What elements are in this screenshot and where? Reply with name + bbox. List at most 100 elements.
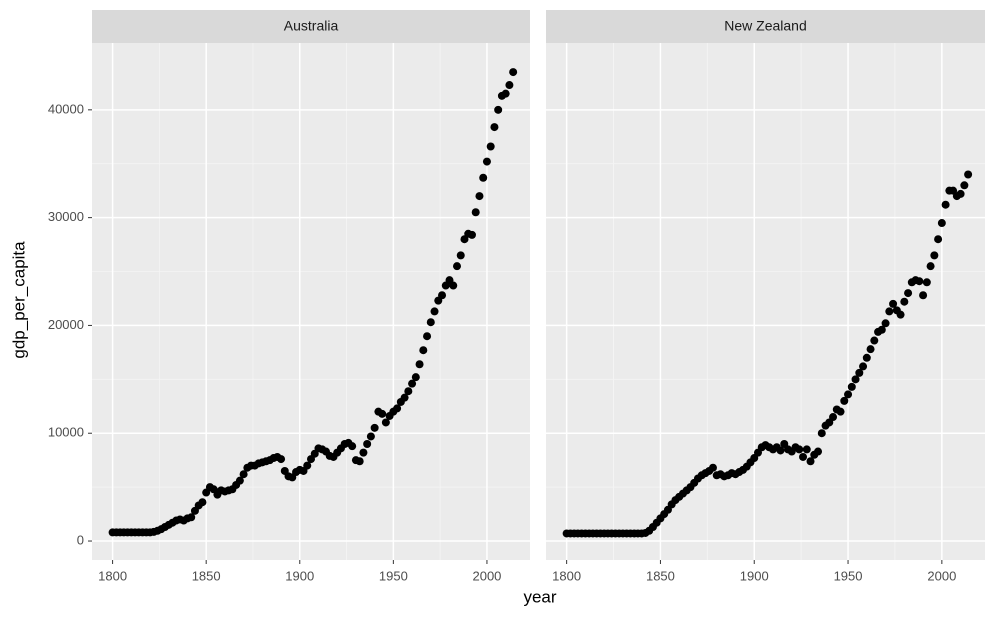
y-tick-label: 10000: [48, 425, 84, 440]
point: [885, 307, 894, 316]
point: [415, 360, 424, 369]
point: [851, 375, 860, 384]
point: [889, 299, 898, 308]
point: [806, 457, 815, 466]
x-tick-label: 1850: [646, 568, 675, 583]
point: [303, 461, 312, 470]
point: [859, 362, 868, 371]
point: [494, 105, 503, 114]
point: [411, 373, 420, 382]
x-tick-label: 2000: [472, 568, 501, 583]
x-tick-label: 1850: [192, 568, 221, 583]
point: [400, 393, 409, 402]
y-tick-label: 30000: [48, 209, 84, 224]
point: [900, 297, 909, 306]
point: [881, 319, 890, 328]
point: [862, 353, 871, 362]
x-tick-label: 1950: [834, 568, 863, 583]
point: [960, 181, 969, 190]
point: [235, 476, 244, 485]
panel: [92, 43, 530, 560]
point: [919, 291, 928, 300]
point: [453, 262, 461, 271]
point: [370, 423, 379, 432]
point: [430, 307, 439, 316]
strip: [546, 10, 985, 43]
point: [915, 277, 924, 286]
point: [408, 379, 417, 388]
point: [840, 396, 849, 405]
x-tick-label: 1900: [740, 568, 769, 583]
point: [404, 387, 413, 396]
strip: [92, 10, 530, 43]
point: [877, 325, 886, 334]
point: [870, 336, 879, 345]
point: [482, 157, 491, 166]
point: [381, 418, 390, 427]
point: [393, 404, 402, 413]
point: [814, 447, 823, 456]
point: [847, 382, 856, 391]
point: [795, 445, 804, 454]
point: [277, 455, 286, 464]
point: [956, 189, 965, 198]
point: [896, 310, 905, 319]
x-tick-label: 1800: [98, 568, 127, 583]
x-tick-label: 1800: [552, 568, 581, 583]
point: [378, 409, 387, 418]
panel: [546, 43, 985, 560]
point: [467, 230, 476, 239]
point: [366, 432, 375, 441]
x-tick-label: 2000: [927, 568, 956, 583]
point: [187, 513, 196, 522]
point: [419, 346, 428, 355]
point: [844, 390, 853, 399]
point: [501, 89, 510, 98]
x-axis-label: year: [523, 587, 556, 606]
point: [836, 407, 845, 416]
point: [438, 291, 447, 300]
x-tick-label: 1900: [285, 568, 314, 583]
point: [471, 208, 480, 217]
point: [799, 452, 808, 461]
point: [926, 262, 935, 271]
x-tick-label: 1950: [379, 568, 408, 583]
point: [937, 219, 946, 228]
point: [456, 251, 465, 260]
y-tick-label: 20000: [48, 317, 84, 332]
point: [239, 470, 248, 479]
point: [708, 463, 717, 472]
point: [817, 429, 826, 438]
point: [922, 278, 931, 287]
y-tick-label: 0: [77, 532, 84, 547]
point: [776, 446, 785, 455]
point: [475, 192, 484, 201]
strip-label: New Zealand: [724, 18, 807, 34]
point: [802, 445, 811, 454]
point: [866, 345, 875, 354]
point: [941, 200, 950, 209]
point: [359, 448, 368, 457]
point: [490, 123, 499, 132]
strip-label: Australia: [284, 18, 339, 34]
point: [355, 457, 364, 466]
point: [505, 81, 514, 90]
point: [855, 368, 864, 377]
point: [509, 68, 518, 77]
point: [423, 332, 432, 341]
point: [426, 318, 435, 327]
point: [964, 170, 973, 179]
point: [930, 251, 939, 260]
point: [198, 498, 207, 507]
point: [348, 442, 357, 451]
y-tick-label: 40000: [48, 101, 84, 116]
point: [829, 413, 838, 422]
point: [363, 440, 372, 449]
point: [934, 235, 943, 244]
y-axis-label: gdp_per_capita: [9, 241, 28, 359]
point: [486, 142, 495, 151]
point: [479, 173, 488, 182]
point: [449, 281, 458, 290]
point: [904, 289, 913, 298]
